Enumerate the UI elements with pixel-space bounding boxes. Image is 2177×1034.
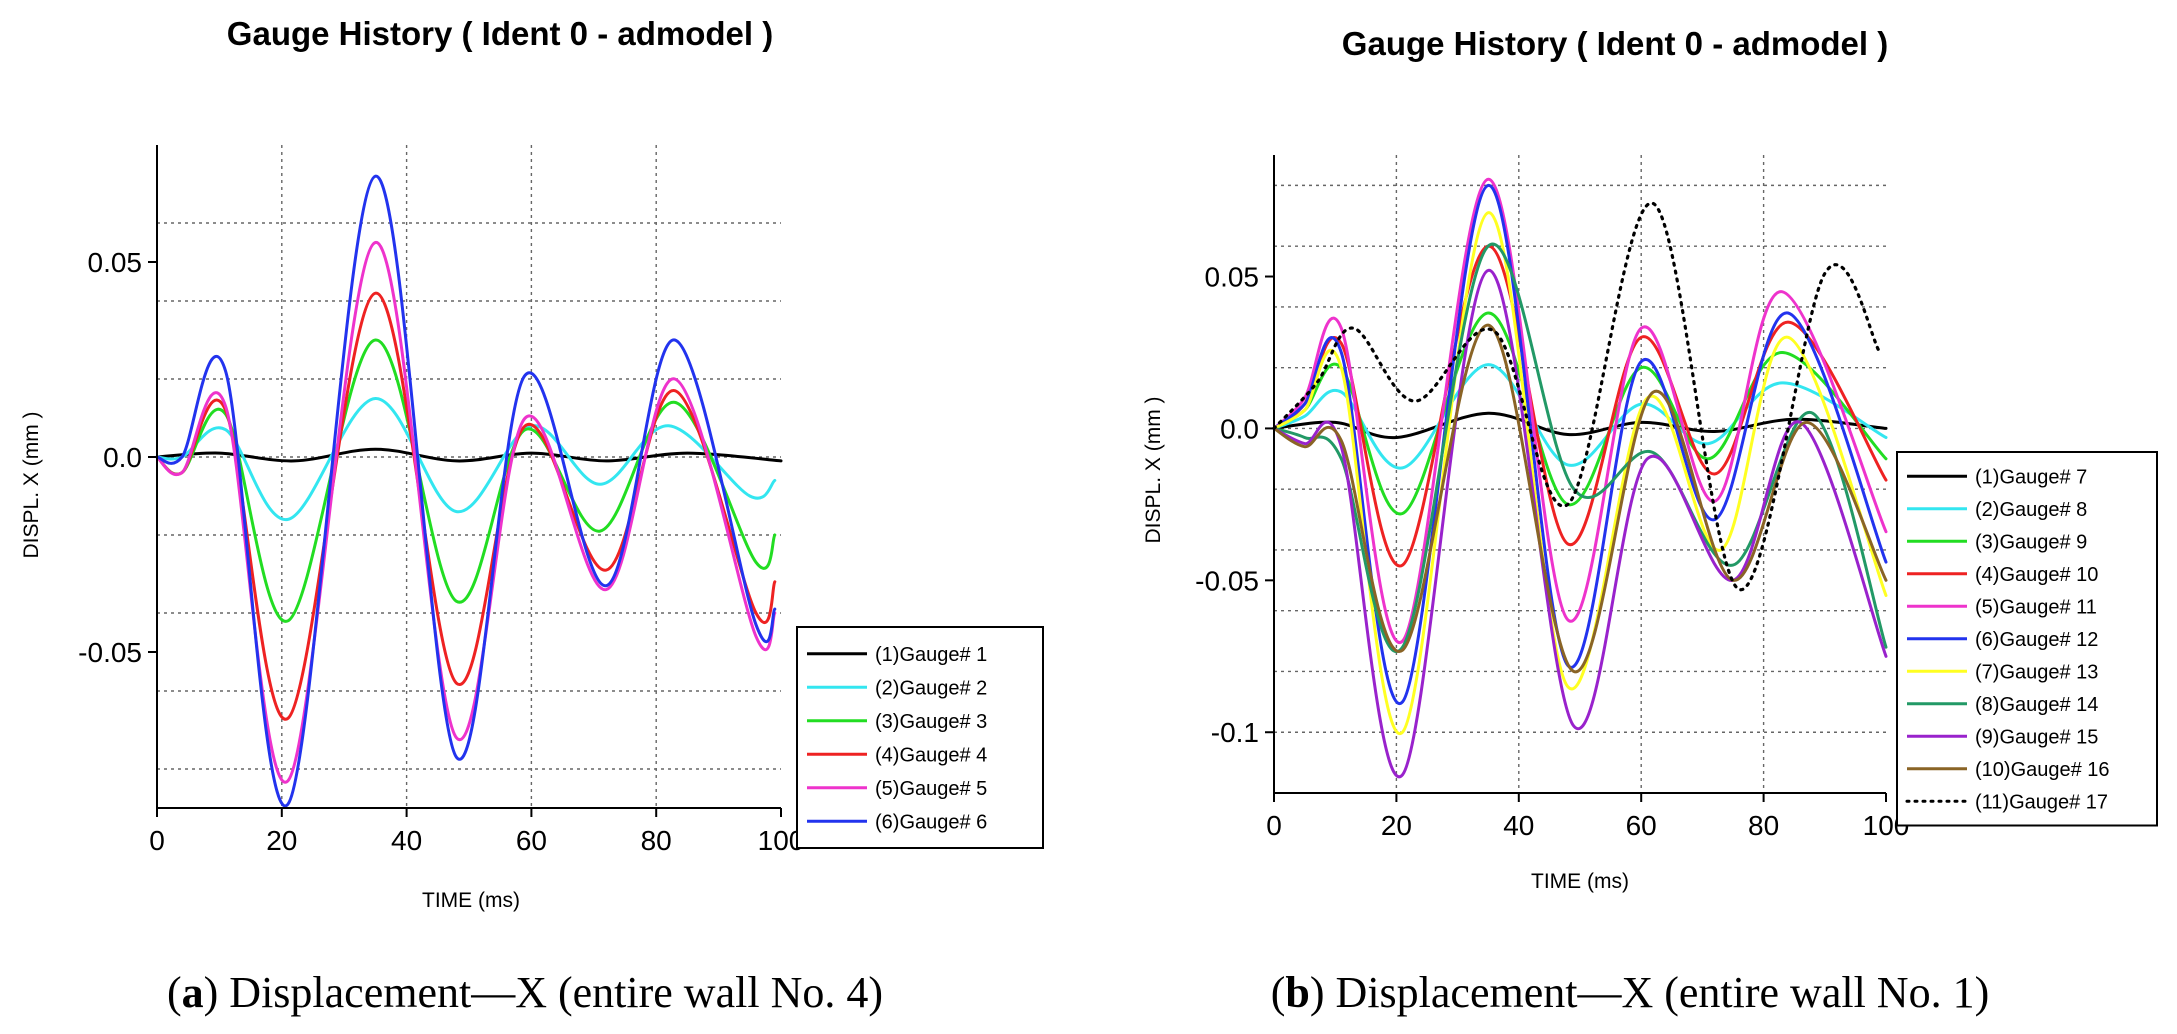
- chart-b-xticks: 0 20 40 60 80 100: [1266, 793, 1909, 841]
- chart-a-caption-letter: a: [182, 968, 204, 1017]
- chart-a-xtick-label: 40: [391, 825, 422, 856]
- chart-a: Gauge History ( Ident 0 - admodel ) 0 20 4…: [20, 15, 1044, 1017]
- chart-b-series-line-5: [1272, 177, 1888, 644]
- chart-b-legend-label: (9)Gauge# 15: [1975, 726, 2098, 748]
- chart-b-series-line-6: [1272, 183, 1888, 706]
- chart-a-series-line-2: [155, 396, 777, 521]
- chart-a-legend-label: (6)Gauge# 6: [875, 811, 987, 833]
- chart-a-series-line-6: [155, 174, 777, 808]
- chart-b-series-line-11: [1272, 201, 1882, 592]
- chart-b-series-line-4: [1272, 244, 1888, 568]
- chart-a-legend-box: [796, 626, 1044, 849]
- chart-a-yticks: -0.05 0.0 0.05: [78, 247, 157, 668]
- chart-a-legend-label: (1)Gauge# 1: [875, 644, 987, 666]
- chart-a-series: [155, 174, 783, 808]
- chart-b-legend-label: (4)Gauge# 10: [1975, 564, 2098, 586]
- chart-b-legend-label: (7)Gauge# 13: [1975, 661, 2098, 683]
- chart-a-caption-text: ) Displacement—X (entire wall No. 4): [204, 968, 883, 1017]
- chart-b-ytick-label: -0.1: [1211, 717, 1259, 748]
- chart-b-legend-label: (6)Gauge# 12: [1975, 629, 2098, 651]
- chart-b-title: Gauge History ( Ident 0 - admodel ): [1342, 25, 1888, 62]
- chart-b-legend-label: (5)Gauge# 11: [1975, 596, 2097, 618]
- chart-b-legend: (1)Gauge# 7 (2)Gauge# 8 (3)Gauge# 9 (4)Gaug…: [1896, 451, 2158, 827]
- chart-b-xtick-label: 60: [1626, 810, 1657, 841]
- chart-b-legend-label: (8)Gauge# 14: [1975, 694, 2098, 716]
- chart-a-xlabel: TIME (ms): [422, 889, 520, 912]
- chart-b-series-line-10: [1272, 323, 1888, 674]
- chart-b-legend-label: (10)Gauge# 16: [1975, 759, 2110, 781]
- chart-a-xtick-label: 20: [266, 825, 297, 856]
- chart-a-ylabel: DISPL. X (mm ): [20, 411, 43, 558]
- chart-b-legend-label: (2)Gauge# 8: [1975, 499, 2087, 521]
- chart-b-series-line-7: [1272, 211, 1888, 736]
- chart-b-legend-label: (11)Gauge# 17: [1975, 791, 2108, 813]
- chart-b-xtick-label: 20: [1381, 810, 1412, 841]
- chart-b-ytick-label: 0.05: [1205, 262, 1260, 293]
- chart-a-legend-label: (5)Gauge# 5: [875, 778, 987, 800]
- chart-a-series-line-5: [155, 240, 777, 784]
- chart-a-ytick-label: -0.05: [78, 637, 142, 668]
- chart-a-xtick-label: 60: [516, 825, 547, 856]
- chart-b-legend-label: (1)Gauge# 7: [1975, 466, 2087, 488]
- chart-b-caption-text: ) Displacement—X (entire wall No. 1): [1310, 968, 1989, 1017]
- chart-b-yticks: -0.1 -0.05 0.0 0.05: [1195, 262, 1274, 748]
- chart-a-ytick-label: 0.05: [88, 247, 143, 278]
- chart-b-gridlines: [1274, 155, 1886, 793]
- chart-b-ytick-label: 0.0: [1220, 413, 1259, 444]
- chart-b-legend-label: (3)Gauge# 9: [1975, 531, 2087, 553]
- chart-b: Gauge History ( Ident 0 - admodel ) 0 20 4…: [1142, 25, 2158, 1017]
- chart-a-legend-label: (2)Gauge# 2: [875, 677, 987, 699]
- chart-b-xtick-label: 80: [1748, 810, 1779, 841]
- chart-a-caption: (a) Displacement—X (entire wall No. 4): [167, 968, 883, 1017]
- chart-b-axes: [1273, 155, 1886, 794]
- chart-a-title: Gauge History ( Ident 0 - admodel ): [227, 15, 773, 52]
- chart-a-legend-label: (3)Gauge# 3: [875, 711, 987, 733]
- chart-b-xtick-label: 40: [1503, 810, 1534, 841]
- chart-a-xticks: 0 20 40 60 80 100: [149, 808, 804, 856]
- chart-a-series-line-1: [155, 447, 783, 463]
- chart-a-ytick-label: 0.0: [103, 442, 142, 473]
- chart-a-xtick-label: 80: [641, 825, 672, 856]
- chart-b-ytick-label: -0.05: [1195, 565, 1259, 596]
- chart-b-ylabel: DISPL. X (mm ): [1142, 396, 1165, 543]
- chart-b-caption: (b) Displacement—X (entire wall No. 1): [1271, 968, 1989, 1017]
- chart-b-caption-letter: b: [1285, 968, 1309, 1017]
- chart-b-xlabel: TIME (ms): [1531, 870, 1629, 893]
- chart-a-legend: (1)Gauge# 1 (2)Gauge# 2 (3)Gauge# 3 (4)Gaug…: [796, 626, 1044, 849]
- chart-a-legend-label: (4)Gauge# 4: [875, 744, 987, 766]
- chart-a-xtick-label: 0: [149, 825, 165, 856]
- chart-a-axes: [156, 145, 781, 809]
- chart-b-series: [1272, 177, 1888, 779]
- chart-b-xtick-label: 0: [1266, 810, 1282, 841]
- chart-a-gridlines: [157, 145, 781, 808]
